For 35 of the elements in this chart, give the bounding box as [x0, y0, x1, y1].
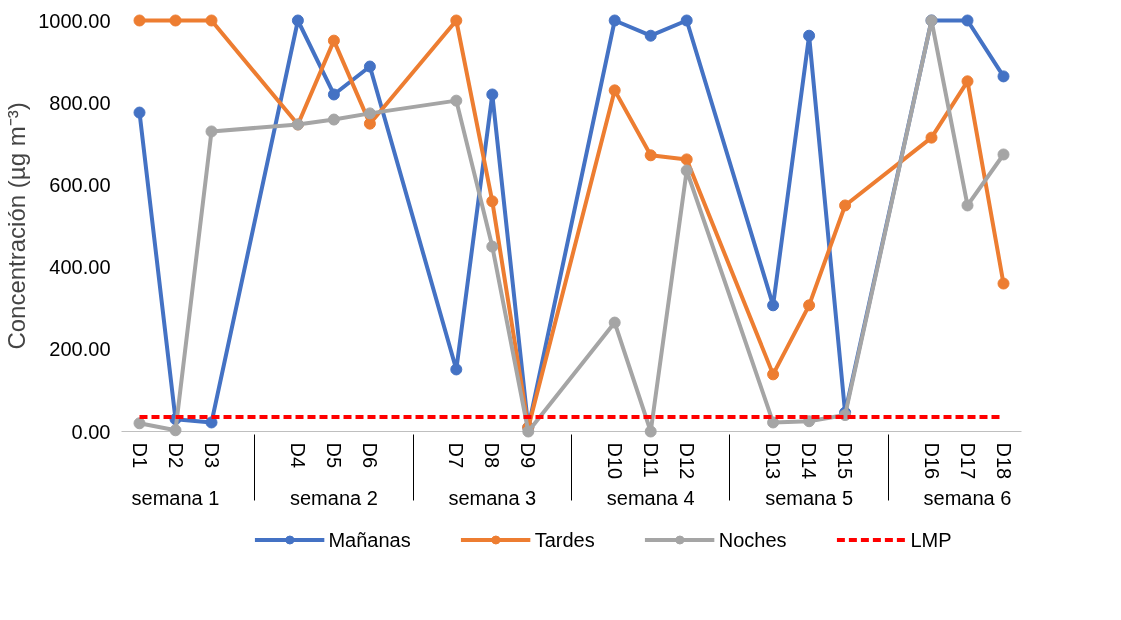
- x-tick-label: D12: [675, 442, 698, 480]
- y-tick-label: 800.00: [49, 91, 111, 114]
- y-tick-label: 1000.00: [38, 9, 111, 32]
- x-tick-label: D3: [200, 442, 223, 469]
- text: semana 2: [289, 487, 378, 510]
- x-tick-label: D2: [164, 442, 187, 469]
- x-tick-label: D14: [798, 442, 821, 480]
- y-tick-label: 0.00: [71, 420, 111, 443]
- x-tick-label: D9: [517, 442, 540, 469]
- x-tick-label: D11: [639, 442, 662, 478]
- text: semana 1: [131, 487, 220, 510]
- x-tick-label: D1: [128, 442, 151, 469]
- text: semana 4: [606, 487, 695, 510]
- x-tick-label: D15: [834, 442, 857, 480]
- x-tick-label: D17: [956, 442, 979, 480]
- x-tick-label: D18: [992, 442, 1015, 480]
- y-axis-title: Concentración (µg m⁻³): [3, 102, 31, 350]
- x-tick-label: D16: [920, 442, 943, 480]
- x-tick-label: D7: [445, 442, 468, 469]
- x-tick-label: D6: [358, 442, 381, 469]
- x-tick-label: D5: [322, 442, 345, 469]
- x-tick-label: D8: [481, 442, 504, 469]
- legend-label: Mañanas: [328, 528, 411, 551]
- legend-label: Tardes: [534, 528, 595, 551]
- text: semana 5: [765, 487, 854, 510]
- x-tick-label: D13: [762, 442, 785, 480]
- text: semana 6: [923, 487, 1012, 510]
- y-tick-label: 400.00: [49, 256, 111, 279]
- y-tick-label: 200.00: [49, 338, 111, 361]
- legend-label: Noches: [718, 528, 787, 551]
- legend-label: LMP: [910, 528, 952, 551]
- y-tick-label: 600.00: [49, 173, 111, 196]
- x-tick-label: D10: [603, 442, 626, 480]
- text: semana 3: [448, 487, 537, 510]
- x-tick-label: D4: [286, 442, 309, 469]
